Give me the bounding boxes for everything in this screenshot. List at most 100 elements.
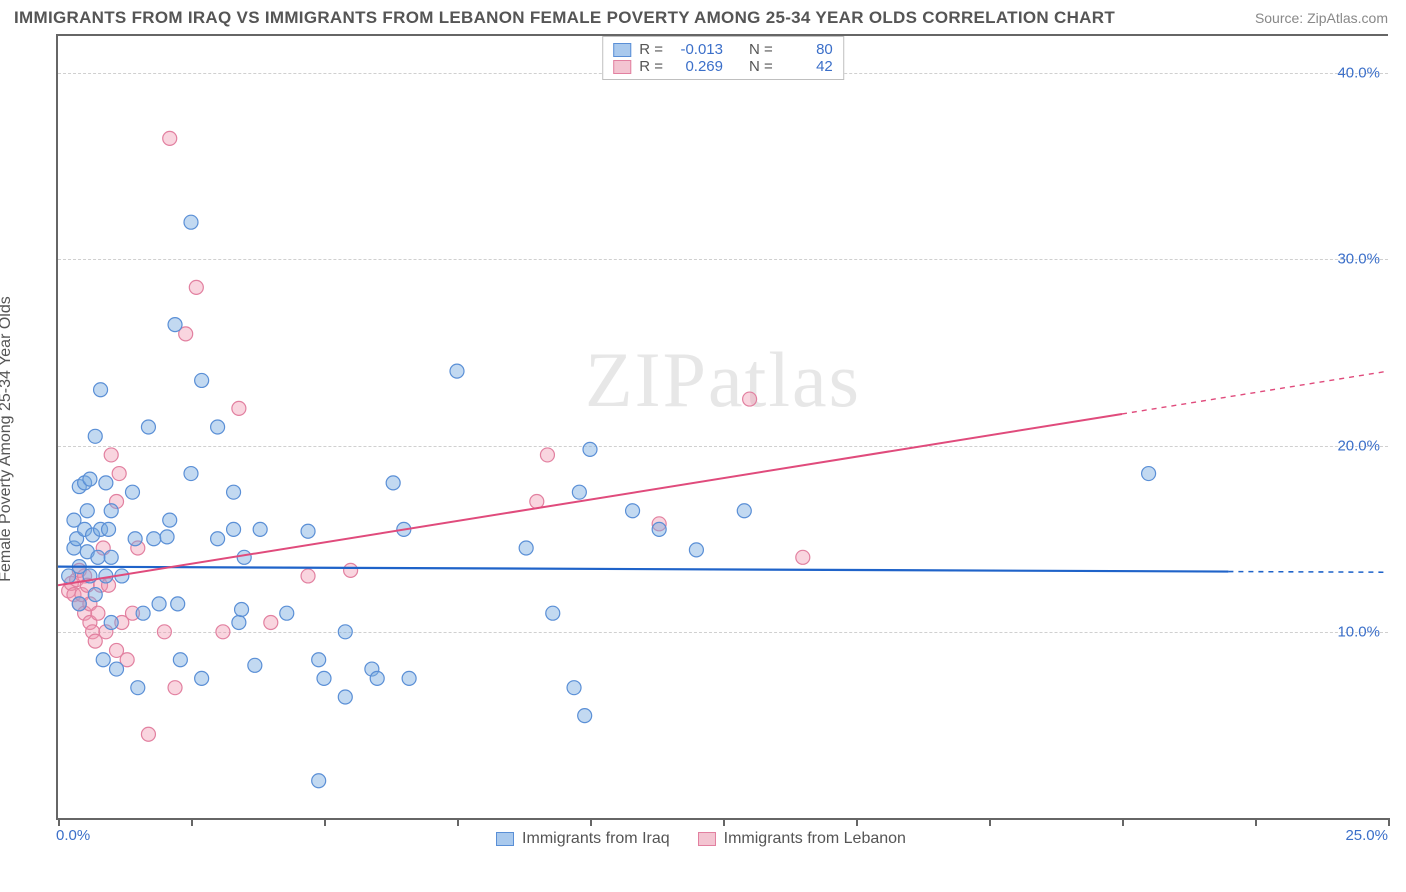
y-tick-label: 10.0%	[1337, 623, 1380, 640]
y-tick-label: 40.0%	[1337, 65, 1380, 82]
y-tick-label: 30.0%	[1337, 251, 1380, 268]
scatter-point	[94, 522, 108, 536]
scatter-point	[78, 606, 92, 620]
source-label: Source: ZipAtlas.com	[1255, 10, 1388, 26]
scatter-point	[796, 550, 810, 564]
scatter-point	[237, 550, 251, 564]
trend-line	[58, 567, 1228, 572]
scatter-point	[1142, 467, 1156, 481]
x-axis-max-label: 25.0%	[1345, 827, 1388, 844]
scatter-point	[115, 616, 129, 630]
scatter-point	[83, 472, 97, 486]
y-axis-label: Female Poverty Among 25-34 Year Olds	[0, 296, 15, 582]
scatter-point	[91, 550, 105, 564]
scatter-point	[312, 774, 326, 788]
scatter-point	[189, 280, 203, 294]
scatter-point	[64, 576, 78, 590]
r-value-a: -0.013	[671, 41, 723, 58]
watermark-atlas: atlas	[708, 336, 861, 423]
scatter-point	[211, 532, 225, 546]
scatter-point	[72, 563, 86, 577]
scatter-point	[227, 522, 241, 536]
scatter-point	[168, 318, 182, 332]
scatter-point	[253, 522, 267, 536]
scatter-point	[195, 671, 209, 685]
scatter-point	[163, 513, 177, 527]
series-b-name: Immigrants from Lebanon	[724, 830, 906, 848]
scatter-point	[737, 504, 751, 518]
scatter-point	[128, 532, 142, 546]
scatter-point	[578, 709, 592, 723]
scatter-point	[530, 494, 544, 508]
swatch-series-b	[698, 832, 716, 846]
chart-title: IMMIGRANTS FROM IRAQ VS IMMIGRANTS FROM …	[14, 8, 1115, 28]
legend-item-b: Immigrants from Lebanon	[698, 830, 906, 848]
scatter-point	[301, 524, 315, 538]
scatter-point	[88, 634, 102, 648]
scatter-point	[104, 448, 118, 462]
watermark-zip: ZIP	[585, 336, 708, 423]
legend-item-a: Immigrants from Iraq	[496, 830, 670, 848]
scatter-point	[546, 606, 560, 620]
scatter-point	[312, 653, 326, 667]
scatter-point	[62, 569, 76, 583]
scatter-point	[397, 522, 411, 536]
scatter-point	[110, 643, 124, 657]
legend-row-b: R = 0.269 N = 42	[613, 58, 833, 75]
scatter-point	[131, 681, 145, 695]
scatter-point	[96, 653, 110, 667]
swatch-series-a	[496, 832, 514, 846]
scatter-point	[652, 517, 666, 531]
series-a-name: Immigrants from Iraq	[522, 830, 670, 848]
scatter-point	[78, 476, 92, 490]
n-label: N =	[749, 41, 773, 58]
scatter-point	[173, 653, 187, 667]
scatter-point	[184, 215, 198, 229]
scatter-point	[96, 541, 110, 555]
scatter-point	[160, 530, 174, 544]
scatter-point	[232, 616, 246, 630]
plot-area: ZIPatlas R = -0.013 N = 80 R = 0.269 N =…	[56, 34, 1388, 820]
scatter-point	[88, 588, 102, 602]
scatter-point	[184, 467, 198, 481]
scatter-point	[110, 494, 124, 508]
correlation-legend: R = -0.013 N = 80 R = 0.269 N = 42	[602, 36, 844, 80]
scatter-point	[72, 480, 86, 494]
scatter-point	[80, 578, 94, 592]
r-value-b: 0.269	[671, 58, 723, 75]
scatter-point	[83, 616, 97, 630]
scatter-point	[70, 532, 84, 546]
series-legend: Immigrants from Iraq Immigrants from Leb…	[14, 830, 1388, 848]
scatter-point	[344, 563, 358, 577]
scatter-point	[227, 485, 241, 499]
scatter-point	[136, 606, 150, 620]
trend-line-dashed	[1228, 572, 1388, 573]
scatter-point	[235, 602, 249, 616]
scatter-point	[141, 420, 155, 434]
scatter-point	[652, 522, 666, 536]
scatter-point	[567, 681, 581, 695]
scatter-point	[72, 597, 86, 611]
scatter-point	[386, 476, 400, 490]
scatter-point	[67, 541, 81, 555]
scatter-point	[70, 573, 84, 587]
scatter-point	[104, 504, 118, 518]
scatter-point	[75, 588, 89, 602]
scatter-point	[171, 597, 185, 611]
scatter-point	[317, 671, 331, 685]
scatter-point	[78, 569, 92, 583]
scatter-point	[370, 671, 384, 685]
scatter-point	[689, 543, 703, 557]
chart-container: Female Poverty Among 25-34 Year Olds ZIP…	[14, 34, 1388, 844]
scatter-point	[248, 658, 262, 672]
scatter-point	[102, 578, 116, 592]
scatter-point	[450, 364, 464, 378]
swatch-series-a	[613, 43, 631, 57]
r-label: R =	[639, 58, 663, 75]
scatter-point	[110, 662, 124, 676]
legend-row-a: R = -0.013 N = 80	[613, 41, 833, 58]
scatter-point	[67, 513, 81, 527]
trend-line	[58, 414, 1122, 585]
scatter-point	[72, 597, 86, 611]
scatter-point	[163, 131, 177, 145]
